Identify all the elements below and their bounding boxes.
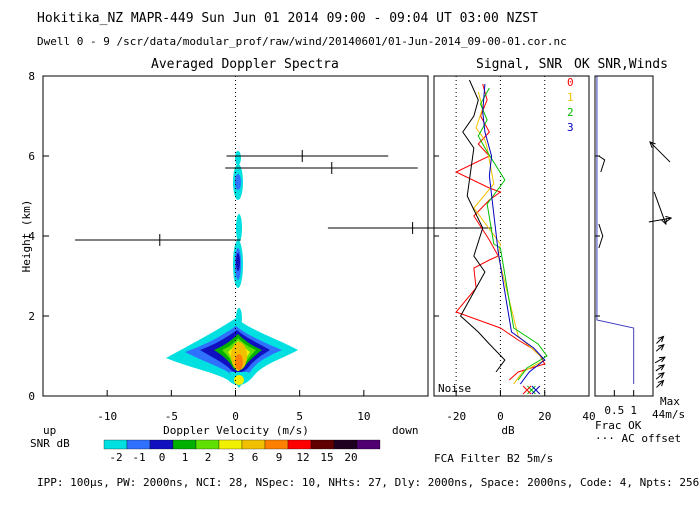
colorbar-tick-label: 6 [252, 451, 259, 464]
signal-x-marker [527, 385, 536, 395]
colorbar-cell [241, 439, 266, 450]
signal-plot: -20 0 20 40 0 1 2 3 [434, 75, 596, 423]
wind-arrow-head [657, 379, 665, 387]
colorbar-cell [103, 439, 128, 450]
ac-offset-label: ··· AC offset [595, 432, 681, 445]
signal-legend-3: 3 [567, 121, 574, 134]
signal-series-1 [473, 91, 546, 385]
y-tick-label: 2 [28, 310, 35, 323]
x-tick-label: -10 [97, 410, 117, 423]
spectra-ylabel: Height (km) [20, 200, 33, 273]
colorbar-cell [218, 439, 243, 450]
signal-title: Signal, SNR [476, 57, 562, 72]
colorbar-cell [287, 439, 312, 450]
colorbar-tick-label: 20 [344, 451, 357, 464]
frac-ok-tick-label: 0.5 [604, 404, 624, 417]
colorbar-tick-label: 2 [205, 451, 212, 464]
up-label: up [43, 424, 56, 437]
x-tick-label: 5 [296, 410, 303, 423]
colorbar-cell [195, 439, 220, 450]
wind-arrow-head [665, 215, 673, 222]
colorbar-tick-label: 0 [159, 451, 166, 464]
wind-arrow-head [658, 364, 666, 371]
signal-series-2 [477, 87, 548, 381]
wind-arrow-head [649, 141, 656, 148]
colorbar-cell [264, 439, 289, 450]
signal-x-tick-label: -20 [446, 410, 466, 423]
wind-arrow-head [657, 344, 665, 351]
colorbar-tick-label: 3 [228, 451, 235, 464]
colorbar-cell [333, 439, 358, 450]
okwinds-plot: 0.5 1 [595, 75, 673, 417]
colorbar-cell [356, 439, 381, 450]
wind-arrow [653, 191, 667, 225]
noise-trace [459, 79, 506, 373]
ac-offset-trace [598, 155, 606, 173]
signal-legend-2: 2 [567, 106, 574, 119]
frac-ok-tick-label: 1 [630, 404, 637, 417]
signal-frame [433, 75, 590, 397]
wind-arrow [655, 364, 665, 372]
signal-xlabel: dB [501, 424, 515, 437]
max-label: Max [660, 395, 680, 408]
signal-x-tick-label: 20 [538, 410, 551, 423]
wind-arrow [648, 217, 672, 223]
colorbar-label: SNR dB [30, 437, 70, 450]
signal-x-marker [531, 385, 541, 395]
frac-ok-line [596, 76, 635, 384]
y-tick-label: 8 [28, 70, 35, 83]
x-tick-label: -5 [165, 410, 178, 423]
wind-arrow [655, 372, 665, 380]
header-title: Hokitika_NZ MAPR-449 Sun Jun 01 2014 09:… [37, 11, 538, 26]
y-tick-label: 0 [28, 390, 35, 403]
colorbar-tick-label: 12 [296, 451, 309, 464]
okwinds-xlabel: Frac OK [595, 419, 642, 432]
wind-arrow [649, 141, 671, 163]
max-speed-label: 44m/s [652, 408, 685, 421]
colorbar-tick-label: 9 [276, 451, 283, 464]
wind-arrow-head [657, 371, 665, 379]
spectra-xlabel: Doppler Velocity (m/s) [163, 424, 309, 437]
down-label: down [392, 424, 419, 437]
signal-x-marker [522, 385, 532, 395]
signal-legend-1: 1 [567, 91, 574, 104]
filter-label: FCA Filter B2 5m/s [434, 452, 553, 465]
colorbar-tick-label: 15 [320, 451, 333, 464]
y-tick-label: 4 [28, 230, 35, 243]
colorbar-tick-label: 1 [182, 451, 189, 464]
spectra-title: Averaged Doppler Spectra [151, 57, 339, 72]
wind-arrow-head [661, 217, 667, 226]
signal-x-tick-label: 0 [497, 410, 504, 423]
x-tick-label: 10 [357, 410, 370, 423]
wind-arrow [656, 380, 664, 388]
spectra-plot: 0 2 4 6 8 -10 -5 0 5 10 [28, 70, 493, 423]
signal-x-tick-label: 40 [582, 410, 595, 423]
snr-colorbar: -2 -1 0 1 2 3 6 9 12 15 20 [103, 439, 381, 464]
wind-arrow [656, 336, 664, 344]
x-tick-label: 0 [232, 410, 239, 423]
colorbar-tick-label: -1 [132, 451, 145, 464]
wind-arrow [655, 344, 665, 352]
signal-series-3 [482, 83, 546, 385]
signal-legend-0: 0 [567, 76, 574, 89]
okwinds-frame [594, 75, 654, 397]
noise-label: Noise [438, 382, 471, 395]
header-dwell: Dwell 0 - 9 /scr/data/modular_prof/raw/w… [37, 35, 567, 48]
colorbar-tick-label: -2 [109, 451, 122, 464]
footer-params: IPP: 100μs, PW: 2000ns, NCI: 28, NSpec: … [37, 476, 699, 489]
ac-offset-trace [598, 223, 604, 249]
colorbar-cell [172, 439, 197, 450]
colorbar-cell [149, 439, 174, 450]
spectra-heatmap [166, 151, 298, 388]
y-tick-label: 6 [28, 150, 35, 163]
okwinds-title: OK SNR,Winds [574, 57, 668, 72]
wind-arrow-head [658, 356, 666, 363]
wind-arrow-head [657, 335, 665, 343]
wind-arrow [654, 356, 666, 364]
colorbar-cell [310, 439, 335, 450]
colorbar-cell [126, 439, 151, 450]
